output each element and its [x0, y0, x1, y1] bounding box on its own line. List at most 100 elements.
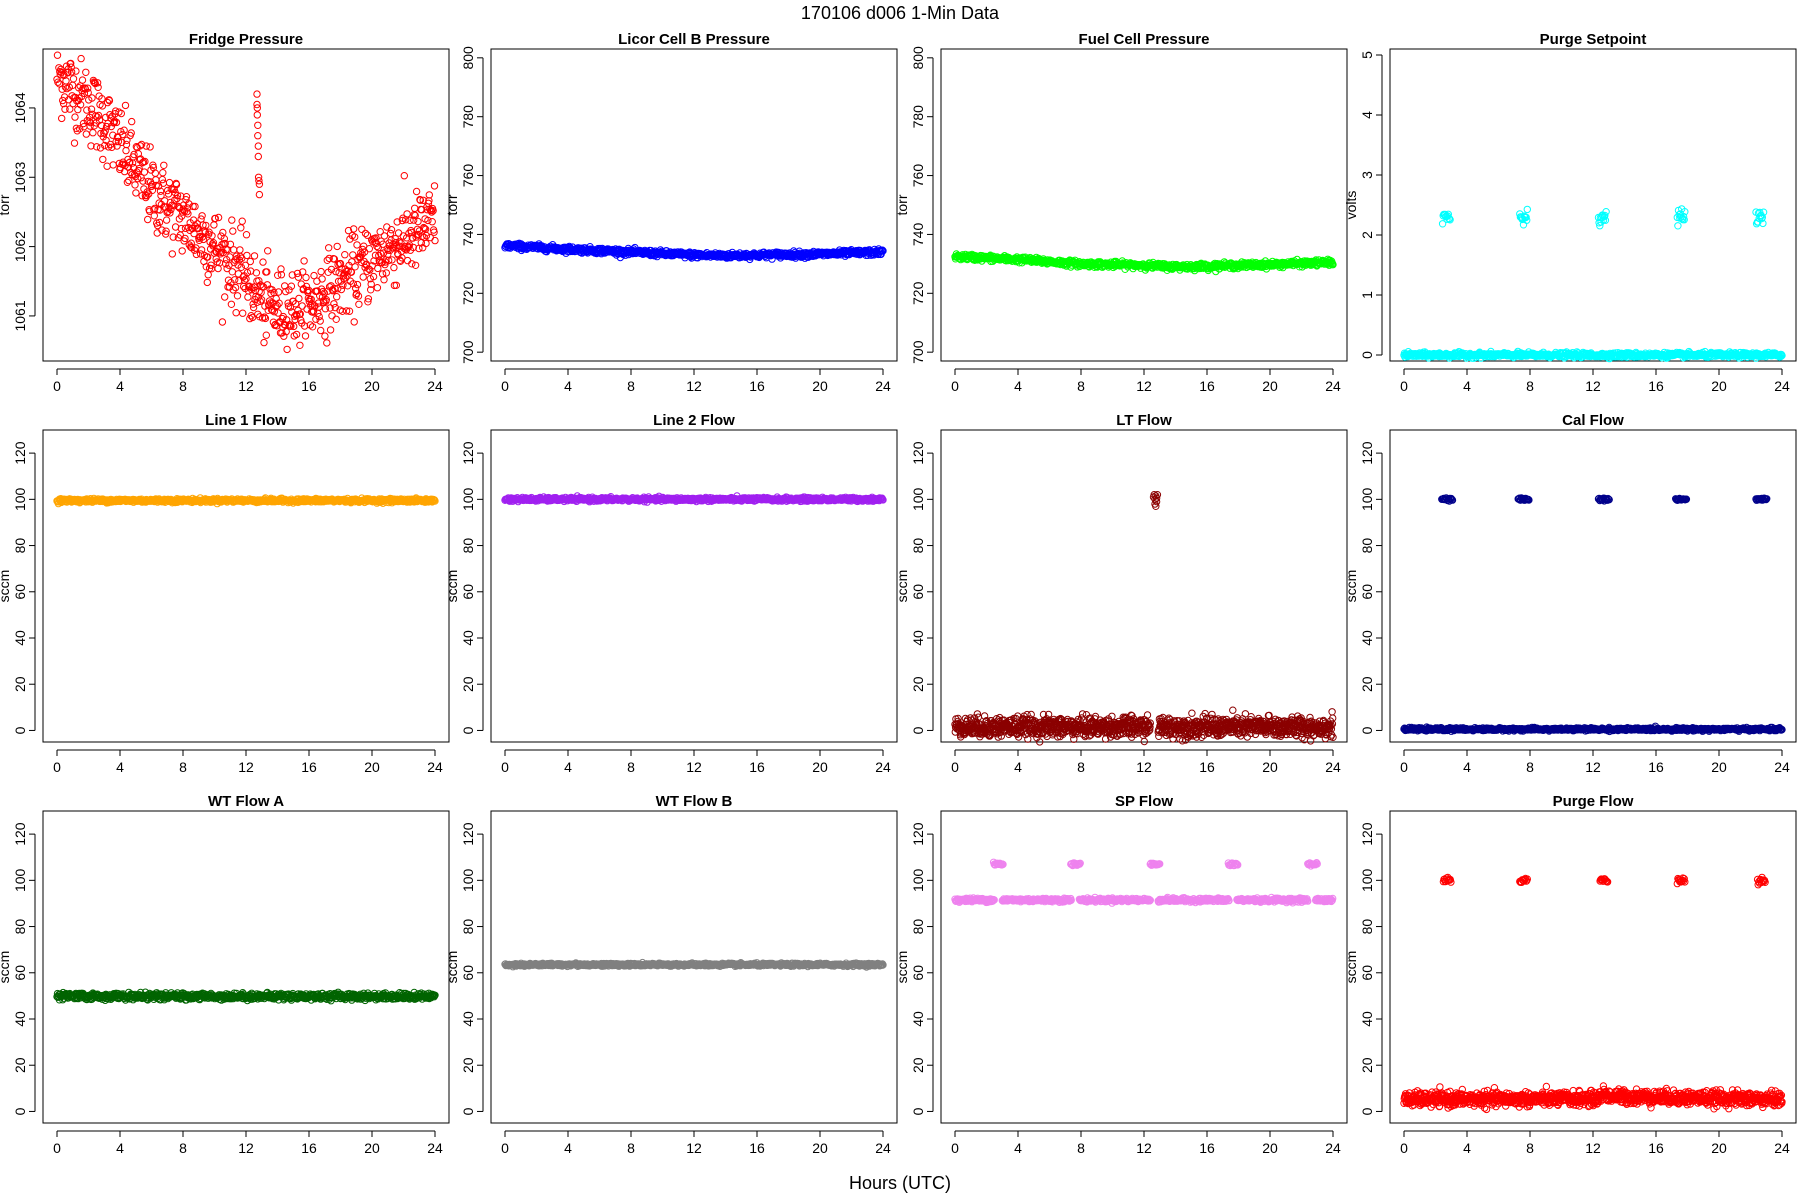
data-point	[117, 109, 126, 118]
data-point	[141, 157, 149, 166]
data-point	[58, 114, 66, 123]
data-point	[319, 287, 327, 296]
x-tick-label: 12	[686, 378, 702, 394]
x-tick-label: 0	[501, 759, 509, 775]
data-point	[273, 301, 281, 310]
data-point	[351, 233, 359, 241]
x-tick-label: 12	[238, 378, 254, 394]
data-point	[162, 230, 170, 238]
y-tick-label: 60	[12, 584, 28, 600]
y-tick-label: 120	[12, 441, 28, 465]
x-tick-label: 4	[564, 759, 572, 775]
x-tick-label: 16	[749, 378, 765, 394]
data-point	[424, 216, 432, 225]
data-point	[128, 117, 136, 126]
data-point	[299, 268, 307, 276]
data-point	[330, 255, 339, 263]
y-tick-label: 700	[910, 340, 926, 364]
data-point	[194, 224, 203, 233]
data-point	[323, 339, 331, 347]
data-point	[300, 322, 309, 330]
data-point	[358, 250, 366, 258]
data-point	[172, 180, 181, 189]
data-point	[403, 210, 411, 218]
data-point	[151, 169, 160, 177]
data-point	[347, 268, 356, 276]
y-tick-label: 740	[910, 223, 926, 247]
data-point	[293, 269, 302, 278]
panel-title: Line 2 Flow	[653, 412, 735, 429]
data-point	[291, 315, 299, 324]
data-point	[253, 111, 261, 119]
x-tick-label: 20	[812, 759, 828, 775]
data-point	[54, 78, 62, 86]
data-point	[394, 229, 403, 237]
data-point	[380, 232, 389, 240]
plot-frame	[490, 48, 898, 362]
data-point	[422, 231, 431, 240]
data-point	[301, 332, 310, 340]
data-point	[61, 105, 69, 113]
x-tick-label: 12	[1136, 378, 1152, 394]
data-point	[307, 295, 315, 303]
data-point	[336, 259, 345, 268]
data-points	[53, 51, 439, 354]
data-point	[308, 323, 317, 331]
data-point	[198, 212, 206, 220]
data-point	[87, 142, 95, 150]
data-point	[59, 70, 67, 79]
data-point	[101, 127, 109, 135]
plot-frame	[940, 48, 1348, 362]
data-point	[237, 224, 245, 232]
data-point	[280, 332, 288, 340]
data-point	[364, 295, 373, 303]
data-point	[244, 293, 252, 301]
data-point	[104, 143, 113, 151]
data-point	[204, 271, 212, 279]
data-point	[125, 176, 133, 185]
data-point	[330, 300, 338, 308]
data-point	[177, 224, 186, 233]
data-point	[253, 104, 261, 112]
data-point	[53, 51, 62, 59]
data-point	[284, 299, 292, 307]
data-point	[121, 101, 130, 110]
data-point	[292, 330, 301, 339]
data-point	[168, 250, 177, 258]
y-tick-label: 40	[12, 630, 28, 646]
y-tick-label: 0	[12, 726, 28, 734]
data-point	[250, 252, 259, 260]
y-axis-label: torr	[0, 194, 12, 215]
x-tick-label: 4	[1014, 378, 1022, 394]
data-point	[173, 194, 181, 203]
data-point	[71, 113, 79, 121]
data-point	[300, 257, 308, 265]
data-point	[229, 227, 237, 235]
data-point	[287, 322, 295, 330]
data-point	[355, 300, 363, 308]
data-point	[162, 216, 171, 224]
data-point	[242, 231, 251, 239]
data-point	[260, 338, 268, 347]
data-point	[395, 238, 403, 246]
data-point	[403, 256, 412, 265]
x-tick-label: 20	[364, 759, 380, 775]
data-point	[184, 210, 192, 218]
data-points	[951, 250, 1337, 276]
data-point	[55, 64, 63, 72]
y-axis-label: sccm	[0, 570, 12, 603]
data-point	[333, 293, 341, 301]
x-tick-label: 20	[1711, 378, 1727, 394]
data-point	[325, 254, 333, 263]
data-point	[429, 207, 437, 215]
x-tick-label: 16	[1199, 378, 1215, 394]
data-point	[408, 260, 416, 268]
data-point	[253, 100, 261, 109]
x-tick-label: 24	[1325, 378, 1341, 394]
data-point	[333, 242, 341, 251]
data-point	[109, 161, 117, 169]
data-point	[98, 95, 106, 103]
data-point	[218, 318, 227, 326]
data-point	[376, 228, 384, 236]
